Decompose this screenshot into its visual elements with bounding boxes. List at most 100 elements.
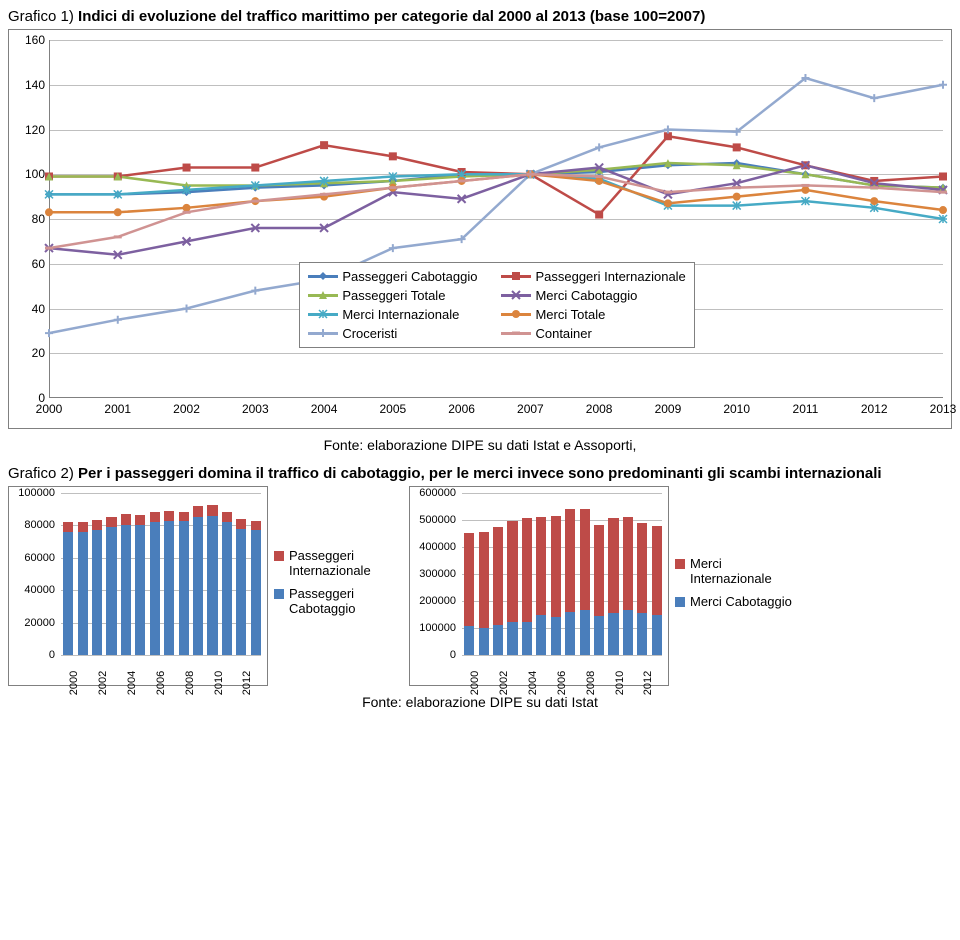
bar-group xyxy=(150,512,160,655)
bar-seg-top xyxy=(623,517,633,610)
bar-group xyxy=(522,518,532,655)
chart2-ytick: 0 xyxy=(49,649,55,661)
bar-seg-top xyxy=(135,515,145,526)
bar-seg-top xyxy=(236,519,246,529)
chart1-marker xyxy=(870,197,878,205)
bar-group xyxy=(623,517,633,655)
bar-group xyxy=(565,509,575,655)
bar-seg-top xyxy=(179,512,189,520)
chart1-xtick: 2004 xyxy=(311,402,338,416)
bar-seg-top xyxy=(193,506,203,517)
bar-seg-bottom xyxy=(580,610,590,655)
chart2-source: Fonte: elaborazione DIPE su dati Istat xyxy=(8,694,952,710)
chart2-left-bars xyxy=(61,493,261,655)
chart1-marker xyxy=(251,164,259,172)
chart1-marker xyxy=(183,305,191,313)
legend-label: Passeggeri Internazionale xyxy=(289,548,399,578)
chart1-marker xyxy=(114,208,122,216)
chart2-title-bold: Per i passeggeri domina il traffico di c… xyxy=(78,465,882,482)
chart1-xtick: 2013 xyxy=(930,402,957,416)
legend-label: Merci Internazionale xyxy=(342,307,459,322)
bar-seg-top xyxy=(78,522,88,532)
chart1-xtick: 2006 xyxy=(448,402,475,416)
chart1-marker xyxy=(939,172,947,180)
bar-seg-top xyxy=(207,505,217,516)
bar-group xyxy=(637,523,647,655)
chart1-xtick: 2001 xyxy=(104,402,131,416)
bar-group xyxy=(106,517,116,655)
bar-group xyxy=(78,522,88,655)
bar-seg-top xyxy=(652,526,662,615)
bar-group xyxy=(236,519,246,655)
chart2-row: 020000400006000080000100000 200020022004… xyxy=(8,486,952,686)
chart2-xtick: 2004 xyxy=(527,671,539,695)
chart2-title-prefix: Grafico 2) xyxy=(8,465,78,482)
legend-label: Croceristi xyxy=(342,326,397,341)
bar-seg-bottom xyxy=(551,617,561,655)
chart2-ytick: 40000 xyxy=(24,584,55,596)
legend-swatch xyxy=(675,597,685,607)
legend-label: Merci Cabotaggio xyxy=(535,288,637,303)
chart1-marker xyxy=(389,172,397,180)
bar-group xyxy=(507,521,517,655)
bar-group xyxy=(551,516,561,655)
bar-seg-top xyxy=(580,509,590,610)
chart2-left-legend: Passeggeri Internazionale Passeggeri Cabo… xyxy=(274,548,399,624)
bar-seg-top xyxy=(464,533,474,626)
legend-swatch xyxy=(274,551,284,561)
chart1-marker xyxy=(939,81,947,89)
bar-seg-top xyxy=(493,527,503,625)
chart2-xtick: 2008 xyxy=(585,671,597,695)
chart1-marker xyxy=(251,287,259,295)
bar-seg-top xyxy=(536,517,546,615)
chart1-marker xyxy=(939,215,947,223)
bar-seg-top xyxy=(522,518,532,622)
bar-group xyxy=(594,525,604,655)
legend-swatch xyxy=(274,589,284,599)
chart1-legend-item: Merci Internazionale xyxy=(308,307,477,322)
bar-seg-bottom xyxy=(207,516,217,655)
chart2-xtick: 2002 xyxy=(498,671,510,695)
legend-swatch xyxy=(308,308,338,320)
chart2-right-bars xyxy=(462,493,662,655)
bar-group xyxy=(121,514,131,655)
chart1-title-prefix: Grafico 1) xyxy=(8,8,78,25)
bar-group xyxy=(92,520,102,655)
chart1-ytick: 160 xyxy=(25,33,45,47)
chart2-xtick: 2006 xyxy=(155,671,167,695)
chart1-marker xyxy=(389,152,397,160)
bar-seg-bottom xyxy=(594,616,604,655)
chart2-ytick: 100000 xyxy=(18,487,55,499)
chart1-xtick: 2000 xyxy=(36,402,63,416)
chart1-ytick: 100 xyxy=(25,167,45,181)
chart1-xtick: 2005 xyxy=(379,402,406,416)
bar-seg-bottom xyxy=(652,615,662,655)
bar-seg-bottom xyxy=(251,530,261,655)
legend-swatch xyxy=(501,327,531,339)
chart2-ytick: 0 xyxy=(450,649,456,661)
bar-seg-bottom xyxy=(522,622,532,655)
bar-group xyxy=(135,515,145,655)
chart2-xtick: 2012 xyxy=(241,671,253,695)
bar-group xyxy=(222,512,232,655)
chart1-marker xyxy=(251,181,259,189)
chart1-marker xyxy=(664,159,672,167)
bar-seg-bottom xyxy=(106,527,116,655)
chart1-marker xyxy=(664,199,672,207)
bar-seg-bottom xyxy=(63,532,73,655)
chart2-legend-item: Passeggeri Cabotaggio xyxy=(274,586,399,616)
legend-label: Merci Cabotaggio xyxy=(690,594,792,609)
chart1-marker xyxy=(320,224,328,232)
chart2-ytick: 60000 xyxy=(24,552,55,564)
bar-seg-top xyxy=(222,512,232,522)
bar-seg-bottom xyxy=(222,522,232,655)
chart1-marker xyxy=(45,208,53,216)
bar-seg-bottom xyxy=(507,622,517,655)
chart1-legend-item: Container xyxy=(501,326,685,341)
bar-seg-top xyxy=(551,516,561,617)
bar-group xyxy=(164,511,174,655)
chart1-title-bold: Indici di evoluzione del traffico maritt… xyxy=(78,8,705,25)
chart1-marker xyxy=(458,195,466,203)
chart2-xtick: 2002 xyxy=(97,671,109,695)
bar-group xyxy=(179,512,189,655)
